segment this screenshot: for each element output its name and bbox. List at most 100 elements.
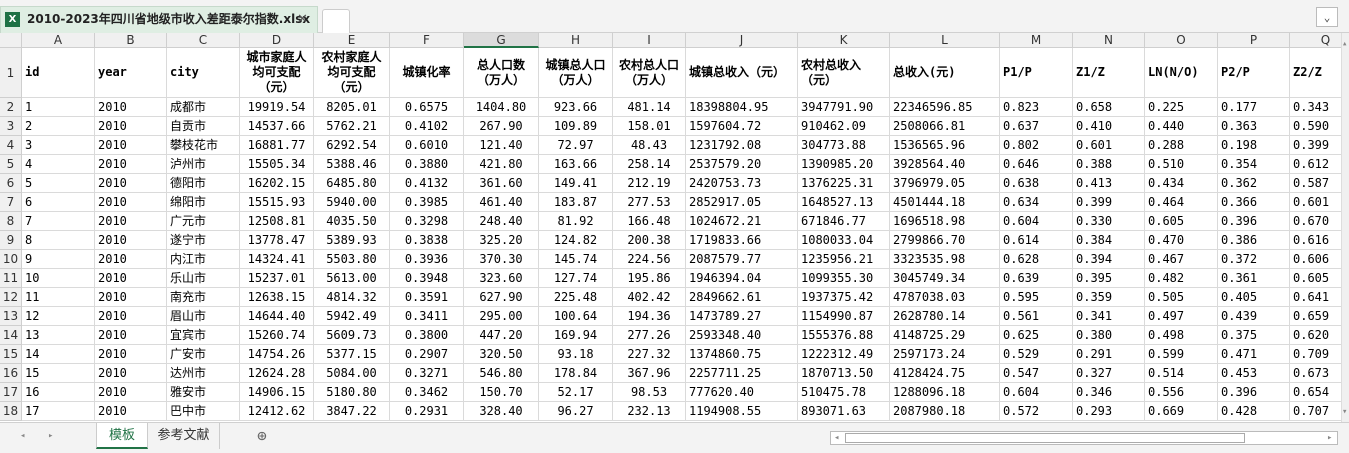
data-cell: 0.6575: [390, 98, 464, 117]
column-header: C: [167, 33, 240, 48]
row-header: 9: [0, 231, 22, 250]
data-cell: 15: [22, 364, 95, 383]
scroll-up[interactable]: ▴: [1342, 39, 1348, 49]
row-header: 16: [0, 364, 22, 383]
data-cell: 0.3880: [390, 155, 464, 174]
scroll-down[interactable]: ▾: [1342, 407, 1348, 417]
data-cell: 2257711.25: [686, 364, 798, 383]
header-cell: city: [167, 48, 240, 98]
data-cell: 0.625: [1000, 326, 1073, 345]
row-header: 18: [0, 402, 22, 421]
header-cell: P2/P: [1218, 48, 1290, 98]
row-header: 2: [0, 98, 22, 117]
sheet-bar: ◂ ▸ 模板 参考文献 ⊕ ◂ ▸: [0, 422, 1349, 453]
column-header: L: [890, 33, 1000, 48]
data-cell: 0.605: [1145, 212, 1218, 231]
next-sheet[interactable]: ▸: [48, 431, 54, 441]
data-cell: 14: [22, 345, 95, 364]
data-cell: 7: [22, 212, 95, 231]
data-cell: 15237.01: [240, 269, 314, 288]
data-cell: 13: [22, 326, 95, 345]
data-cell: 0.388: [1073, 155, 1145, 174]
scroll-left[interactable]: ◂: [834, 433, 840, 443]
data-cell: 15515.93: [240, 193, 314, 212]
data-cell: 0.638: [1000, 174, 1073, 193]
data-cell: 5503.80: [314, 250, 390, 269]
data-cell: 3796979.05: [890, 174, 1000, 193]
data-cell: 0.709: [1290, 345, 1341, 364]
tab-menu[interactable]: ⌄: [1316, 7, 1338, 27]
scroll-thumb[interactable]: [845, 433, 1245, 443]
data-cell: 德阳市: [167, 174, 240, 193]
header-cell: 农村总人口（万人）: [613, 48, 686, 98]
sheet-tab[interactable]: 模板: [96, 423, 148, 449]
header-cell: LN(N/O): [1145, 48, 1218, 98]
data-cell: 0.410: [1073, 117, 1145, 136]
data-cell: 149.41: [539, 174, 613, 193]
data-cell: 0.547: [1000, 364, 1073, 383]
data-cell: 0.556: [1145, 383, 1218, 402]
data-cell: 2087579.77: [686, 250, 798, 269]
sheet-tab[interactable]: 参考文献: [148, 423, 220, 449]
horizontal-scrollbar[interactable]: ◂ ▸: [830, 431, 1338, 445]
data-cell: 0.529: [1000, 345, 1073, 364]
data-cell: 224.56: [613, 250, 686, 269]
data-cell: 0.654: [1290, 383, 1341, 402]
add-sheet[interactable]: ⊕: [257, 426, 267, 445]
tab-bar: X 2010-2023年四川省地级市收入差距泰尔指数.xlsx ✕ ⌄: [0, 0, 1349, 33]
data-cell: 258.14: [613, 155, 686, 174]
data-cell: 5609.73: [314, 326, 390, 345]
data-cell: 0.293: [1073, 402, 1145, 421]
data-cell: 0.510: [1145, 155, 1218, 174]
data-cell: 0.2907: [390, 345, 464, 364]
data-cell: 777620.40: [686, 383, 798, 402]
new-tab[interactable]: [322, 9, 350, 33]
data-cell: 0.514: [1145, 364, 1218, 383]
data-cell: 2010: [95, 193, 167, 212]
data-cell: 232.13: [613, 402, 686, 421]
data-cell: 泸州市: [167, 155, 240, 174]
vertical-scrollbar[interactable]: ▴ ▾: [1341, 33, 1349, 422]
row-header: 15: [0, 345, 22, 364]
file-tab[interactable]: X 2010-2023年四川省地级市收入差距泰尔指数.xlsx ✕: [0, 6, 318, 33]
data-cell: 2010: [95, 269, 167, 288]
close-tab[interactable]: ✕: [297, 12, 308, 27]
data-cell: 0.405: [1218, 288, 1290, 307]
data-cell: 481.14: [613, 98, 686, 117]
data-cell: 6: [22, 193, 95, 212]
data-cell: 0.3985: [390, 193, 464, 212]
data-cell: 0.399: [1290, 136, 1341, 155]
data-cell: 1374860.75: [686, 345, 798, 364]
data-cell: 0.505: [1145, 288, 1218, 307]
data-cell: 0.198: [1218, 136, 1290, 155]
column-header: N: [1073, 33, 1145, 48]
data-cell: 923.66: [539, 98, 613, 117]
data-cell: 4128424.75: [890, 364, 1000, 383]
data-cell: 0.2931: [390, 402, 464, 421]
data-cell: 0.3948: [390, 269, 464, 288]
data-cell: 367.96: [613, 364, 686, 383]
data-cell: 0.604: [1000, 383, 1073, 402]
data-cell: 2849662.61: [686, 288, 798, 307]
data-cell: 0.428: [1218, 402, 1290, 421]
data-cell: 0.361: [1218, 269, 1290, 288]
data-cell: 2010: [95, 383, 167, 402]
data-cell: 8205.01: [314, 98, 390, 117]
data-cell: 4787038.03: [890, 288, 1000, 307]
data-cell: 1946394.04: [686, 269, 798, 288]
data-cell: 0.395: [1073, 269, 1145, 288]
data-cell: 166.48: [613, 212, 686, 231]
scroll-right[interactable]: ▸: [1327, 433, 1333, 443]
data-cell: 15260.74: [240, 326, 314, 345]
data-cell: 72.97: [539, 136, 613, 155]
data-cell: 0.471: [1218, 345, 1290, 364]
data-cell: 277.26: [613, 326, 686, 345]
data-cell: 5084.00: [314, 364, 390, 383]
data-cell: 16: [22, 383, 95, 402]
data-cell: 0.599: [1145, 345, 1218, 364]
data-cell: 2010: [95, 345, 167, 364]
data-cell: 402.42: [613, 288, 686, 307]
data-cell: 0.646: [1000, 155, 1073, 174]
data-cell: 17: [22, 402, 95, 421]
prev-sheet[interactable]: ◂: [20, 431, 26, 441]
